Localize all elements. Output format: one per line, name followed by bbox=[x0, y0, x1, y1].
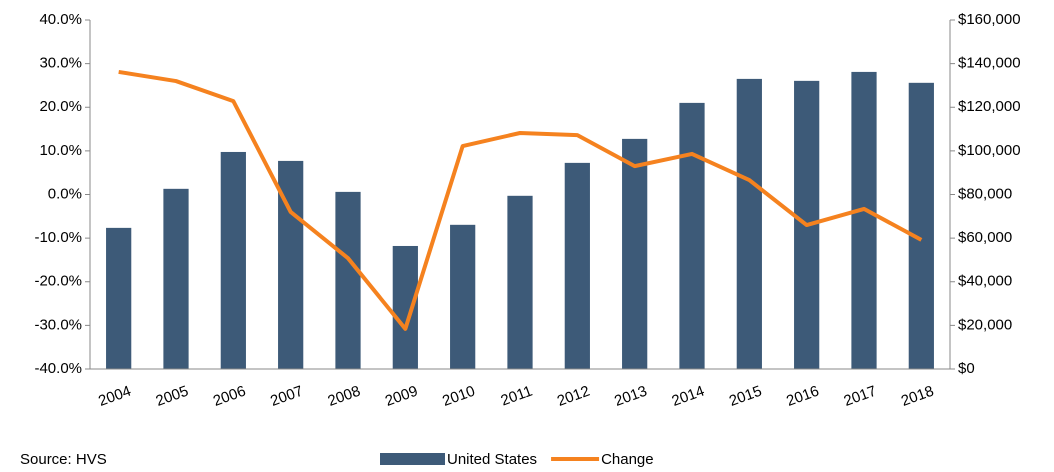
x-tick-label: 2006 bbox=[211, 383, 248, 410]
bar bbox=[679, 102, 705, 369]
x-tick-label: 2005 bbox=[154, 383, 191, 410]
y-tick-label: 10.0% bbox=[39, 142, 82, 159]
bar bbox=[564, 162, 590, 369]
y2-tick-label: $40,000 bbox=[958, 273, 1012, 290]
y-tick-label: 30.0% bbox=[39, 55, 82, 72]
x-tick-label: 2008 bbox=[326, 383, 363, 410]
x-tick-label: 2013 bbox=[612, 383, 649, 410]
line bbox=[118, 69, 923, 331]
y-tick-label: 40.0% bbox=[39, 11, 82, 28]
bar bbox=[450, 224, 476, 369]
x-tick-label: 2014 bbox=[670, 383, 707, 410]
x-tick-label: 2010 bbox=[440, 383, 477, 410]
y-tick-label: -40.0% bbox=[34, 360, 82, 377]
x-tick-label: 2015 bbox=[727, 383, 764, 410]
legend-label: United States bbox=[447, 451, 537, 468]
x-tick-label: 2007 bbox=[268, 383, 305, 410]
legend-label: Change bbox=[601, 451, 654, 468]
x-tick-label: 2018 bbox=[899, 383, 936, 410]
y-tick-label: -20.0% bbox=[34, 273, 82, 290]
x-tick-label: 2016 bbox=[784, 383, 821, 410]
bar bbox=[736, 78, 762, 370]
y2-tick-label: $20,000 bbox=[958, 316, 1012, 333]
x-tick-label: 2011 bbox=[499, 383, 535, 410]
bar bbox=[106, 227, 132, 369]
bar bbox=[622, 138, 648, 369]
bar bbox=[851, 71, 877, 369]
y-tick-label: 0.0% bbox=[48, 185, 82, 202]
bar bbox=[507, 195, 533, 369]
x-tick-label: 2004 bbox=[96, 383, 133, 410]
bar bbox=[335, 191, 361, 369]
x-tick-label: 2017 bbox=[842, 383, 879, 410]
x-tick-label: 2009 bbox=[383, 383, 420, 410]
y2-tick-label: $160,000 bbox=[958, 11, 1021, 28]
bar bbox=[908, 82, 934, 369]
legend-swatch bbox=[380, 453, 445, 465]
y2-tick-label: $120,000 bbox=[958, 98, 1021, 115]
y-tick-label: -30.0% bbox=[34, 316, 82, 333]
y2-tick-label: $60,000 bbox=[958, 229, 1012, 246]
x-tick-label: 2012 bbox=[555, 383, 592, 410]
y-tick-label: 20.0% bbox=[39, 98, 82, 115]
y2-tick-label: $140,000 bbox=[958, 55, 1021, 72]
source-note: Source: HVS bbox=[20, 451, 107, 468]
y-tick-label: -10.0% bbox=[34, 229, 82, 246]
y2-tick-label: $100,000 bbox=[958, 142, 1021, 159]
y2-tick-label: $80,000 bbox=[958, 185, 1012, 202]
bar bbox=[392, 245, 418, 369]
y2-tick-label: $0 bbox=[958, 360, 975, 377]
bar bbox=[163, 188, 189, 369]
bar bbox=[220, 151, 246, 369]
